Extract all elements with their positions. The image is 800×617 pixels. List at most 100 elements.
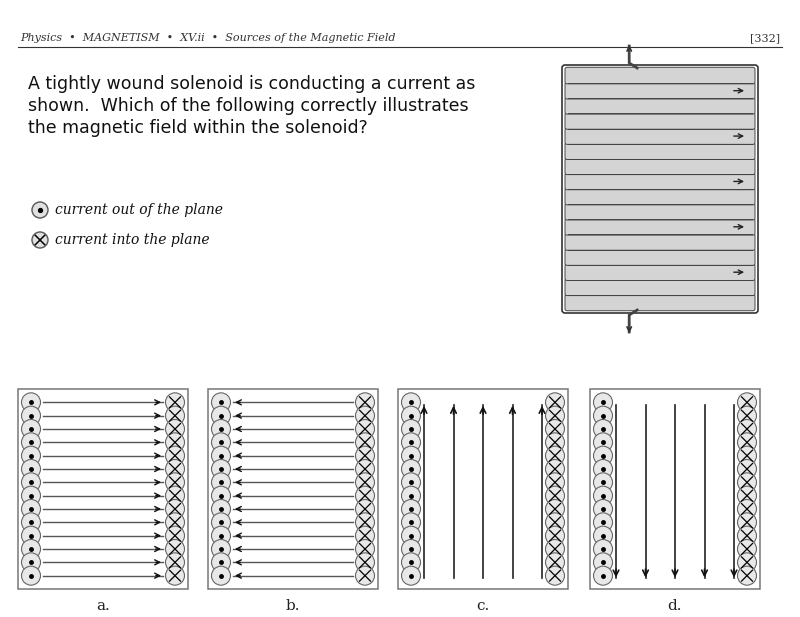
Circle shape [738, 460, 757, 479]
Circle shape [211, 420, 230, 439]
Circle shape [738, 420, 757, 439]
Circle shape [738, 500, 757, 518]
FancyBboxPatch shape [590, 389, 760, 589]
FancyBboxPatch shape [208, 389, 378, 589]
Circle shape [546, 566, 565, 585]
Circle shape [355, 406, 374, 425]
Circle shape [594, 433, 613, 452]
Circle shape [166, 433, 185, 452]
FancyBboxPatch shape [565, 173, 755, 190]
Circle shape [211, 566, 230, 585]
Circle shape [166, 553, 185, 572]
FancyBboxPatch shape [565, 264, 755, 281]
Circle shape [166, 406, 185, 425]
Text: c.: c. [476, 599, 490, 613]
Circle shape [166, 473, 185, 492]
Circle shape [355, 539, 374, 558]
Circle shape [738, 539, 757, 558]
Circle shape [211, 553, 230, 572]
FancyBboxPatch shape [565, 188, 755, 205]
Circle shape [546, 500, 565, 518]
Circle shape [402, 460, 421, 479]
FancyBboxPatch shape [565, 294, 755, 311]
Circle shape [166, 446, 185, 465]
Circle shape [166, 526, 185, 545]
FancyBboxPatch shape [18, 389, 188, 589]
Circle shape [546, 553, 565, 572]
Circle shape [211, 473, 230, 492]
FancyBboxPatch shape [565, 67, 755, 84]
Circle shape [402, 539, 421, 558]
Circle shape [738, 406, 757, 425]
Circle shape [546, 433, 565, 452]
Circle shape [22, 500, 41, 518]
FancyBboxPatch shape [565, 204, 755, 220]
Circle shape [22, 473, 41, 492]
Circle shape [546, 446, 565, 465]
Text: current out of the plane: current out of the plane [55, 203, 223, 217]
Circle shape [22, 420, 41, 439]
Circle shape [166, 460, 185, 479]
Circle shape [738, 473, 757, 492]
Circle shape [402, 420, 421, 439]
Circle shape [546, 513, 565, 532]
FancyBboxPatch shape [565, 249, 755, 265]
Circle shape [32, 202, 48, 218]
Circle shape [594, 500, 613, 518]
Circle shape [594, 486, 613, 505]
Circle shape [355, 433, 374, 452]
Circle shape [355, 473, 374, 492]
Circle shape [546, 486, 565, 505]
Circle shape [402, 500, 421, 518]
Text: [332]: [332] [750, 33, 780, 43]
Circle shape [166, 500, 185, 518]
Circle shape [546, 393, 565, 412]
Text: d.: d. [668, 599, 682, 613]
Circle shape [211, 406, 230, 425]
Circle shape [355, 460, 374, 479]
Circle shape [355, 446, 374, 465]
FancyBboxPatch shape [565, 113, 755, 129]
Text: current into the plane: current into the plane [55, 233, 210, 247]
FancyBboxPatch shape [565, 83, 755, 99]
Circle shape [211, 500, 230, 518]
Circle shape [738, 513, 757, 532]
Circle shape [594, 566, 613, 585]
Circle shape [594, 420, 613, 439]
Circle shape [22, 433, 41, 452]
Circle shape [402, 433, 421, 452]
Circle shape [402, 393, 421, 412]
Circle shape [211, 539, 230, 558]
Text: A tightly wound solenoid is conducting a current as: A tightly wound solenoid is conducting a… [28, 75, 475, 93]
Circle shape [546, 526, 565, 545]
Circle shape [594, 393, 613, 412]
Circle shape [355, 500, 374, 518]
Circle shape [211, 486, 230, 505]
Text: the magnetic field within the solenoid?: the magnetic field within the solenoid? [28, 119, 368, 137]
Circle shape [22, 553, 41, 572]
Circle shape [402, 446, 421, 465]
Circle shape [22, 393, 41, 412]
Circle shape [594, 513, 613, 532]
Circle shape [22, 486, 41, 505]
FancyBboxPatch shape [565, 234, 755, 251]
Circle shape [22, 566, 41, 585]
Circle shape [594, 460, 613, 479]
Circle shape [594, 446, 613, 465]
Circle shape [22, 513, 41, 532]
Circle shape [546, 420, 565, 439]
Circle shape [355, 486, 374, 505]
Circle shape [211, 460, 230, 479]
Circle shape [594, 406, 613, 425]
Circle shape [166, 393, 185, 412]
Circle shape [355, 420, 374, 439]
Circle shape [594, 539, 613, 558]
Circle shape [166, 513, 185, 532]
Circle shape [22, 539, 41, 558]
Circle shape [594, 526, 613, 545]
Circle shape [738, 433, 757, 452]
Circle shape [166, 566, 185, 585]
Circle shape [211, 526, 230, 545]
Circle shape [546, 473, 565, 492]
FancyBboxPatch shape [565, 128, 755, 144]
